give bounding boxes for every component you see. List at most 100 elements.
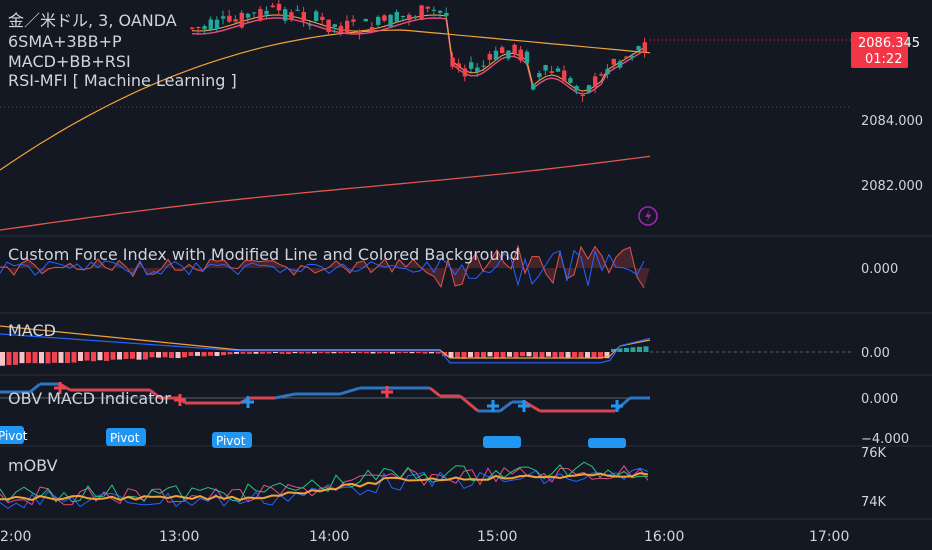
macd-bar-16 <box>104 352 109 361</box>
symbol-title[interactable]: 金／米ドル, 3, OANDA <box>8 11 177 30</box>
macd-bar-96 <box>624 347 629 352</box>
time-label-6: 17:00 <box>809 529 849 545</box>
candle-body-3 <box>208 19 213 30</box>
pivot-label-1: Pivot <box>0 426 28 444</box>
macd-bar-94 <box>611 348 616 352</box>
macd-bar-65 <box>422 352 428 354</box>
price-tick-2: 2082.000 <box>861 179 923 194</box>
indicator-label-3[interactable]: RSI-MFI [ Machine Learning ] <box>8 71 237 90</box>
candle-body-60 <box>562 70 567 82</box>
candle-body-5 <box>221 16 226 19</box>
macd-pane[interactable] <box>0 325 651 366</box>
time-axis[interactable]: 2:00 13:00 14:00 15:00 16:00 17:00 <box>0 529 849 545</box>
macd-bar-92 <box>598 352 603 359</box>
candle-body-23 <box>332 24 337 27</box>
obv-macd-pane[interactable] <box>0 382 650 413</box>
macd-bar-37 <box>240 352 246 354</box>
mobv-pane[interactable] <box>0 461 649 510</box>
macd-bar-9 <box>58 352 64 363</box>
obv-tick-zero: 0.000 <box>861 392 898 407</box>
macd-bar-49 <box>318 352 324 354</box>
price-pane[interactable] <box>0 0 651 231</box>
obv-macd-title[interactable]: OBV MACD Indicator <box>8 389 171 408</box>
macd-bar-51 <box>331 352 337 354</box>
pane-separators <box>0 235 932 520</box>
macd-bar-93 <box>604 352 610 359</box>
macd-bar-13 <box>84 352 90 361</box>
indicator-label-2[interactable]: MACD+BB+RSI <box>8 52 131 71</box>
candle-body-69 <box>617 61 623 68</box>
candle-body-27 <box>357 30 362 35</box>
candle-body-49 <box>493 50 499 60</box>
candle-body-12 <box>264 10 269 15</box>
macd-bar-79 <box>513 352 519 358</box>
macd-bar-46 <box>299 352 304 354</box>
mobv-tick-76k: 76K <box>861 446 887 461</box>
candle-body-48 <box>487 53 492 60</box>
svg-text:Pivot: Pivot <box>110 431 140 445</box>
candle-body-40 <box>438 10 443 13</box>
lightning-icon[interactable] <box>638 206 658 226</box>
macd-bar-88 <box>572 352 577 358</box>
macd-bar-26 <box>169 352 174 359</box>
candle-body-20 <box>314 11 319 21</box>
obv-step-13 <box>339 386 361 396</box>
macd-bar-7 <box>45 352 51 364</box>
candle-body-35 <box>407 14 412 20</box>
candle-body-39 <box>431 9 437 11</box>
candle-body-18 <box>301 12 306 21</box>
candle-body-63 <box>580 94 585 97</box>
macd-bar-60 <box>390 352 395 354</box>
macd-bar-22 <box>143 352 148 360</box>
macd-bar-90 <box>585 352 590 358</box>
force-line-blue <box>0 249 645 287</box>
obv-step-5 <box>149 388 161 400</box>
candle-body-73 <box>642 42 647 53</box>
mobv-title[interactable]: mOBV <box>8 456 58 475</box>
macd-bar-66 <box>429 352 434 354</box>
macd-bar-44 <box>286 352 291 354</box>
macd-line <box>0 333 651 364</box>
candle-body-42 <box>450 57 455 67</box>
macd-bar-74 <box>481 352 486 358</box>
candle-body-30 <box>376 16 381 25</box>
macd-bar-41 <box>266 352 272 354</box>
macd-bar-10 <box>65 352 70 364</box>
macd-bar-45 <box>292 352 298 354</box>
candle-body-16 <box>289 12 294 20</box>
macd-title[interactable]: MACD <box>8 321 56 340</box>
candle-body-37 <box>419 5 424 20</box>
macd-bar-97 <box>630 347 636 352</box>
candle-body-1 <box>196 26 201 29</box>
candle-body-11 <box>258 9 263 21</box>
mobv-line-3 <box>0 472 649 502</box>
macd-bar-95 <box>617 348 623 352</box>
macd-tick-zero: 0.00 <box>861 346 890 361</box>
price-tag: 2086.345 01:22 <box>851 32 920 68</box>
macd-bar-77 <box>500 352 506 358</box>
macd-bar-91 <box>591 352 597 359</box>
candle-body-59 <box>555 68 561 72</box>
macd-bar-30 <box>195 352 200 356</box>
candle-body-13 <box>270 5 275 8</box>
macd-bar-64 <box>416 352 421 354</box>
indicator-label-1[interactable]: 6SMA+3BB+P <box>8 32 122 51</box>
macd-bar-98 <box>637 346 642 352</box>
macd-bar-17 <box>110 352 116 360</box>
force-index-pane[interactable] <box>0 244 650 289</box>
macd-bar-81 <box>526 352 532 357</box>
candle-body-8 <box>239 12 244 28</box>
macd-bar-39 <box>253 352 259 354</box>
macd-bar-15 <box>97 352 103 361</box>
macd-bar-23 <box>149 352 155 358</box>
candle-body-50 <box>500 47 505 54</box>
candle-body-21 <box>320 16 325 20</box>
candle-body-64 <box>586 85 592 93</box>
macd-bar-35 <box>227 352 233 355</box>
macd-bar-67 <box>435 352 441 354</box>
force-index-title[interactable]: Custom Force Index with Modified Line an… <box>8 245 520 264</box>
macd-bar-80 <box>520 352 525 357</box>
macd-bar-14 <box>91 352 96 362</box>
macd-bar-48 <box>312 352 317 354</box>
